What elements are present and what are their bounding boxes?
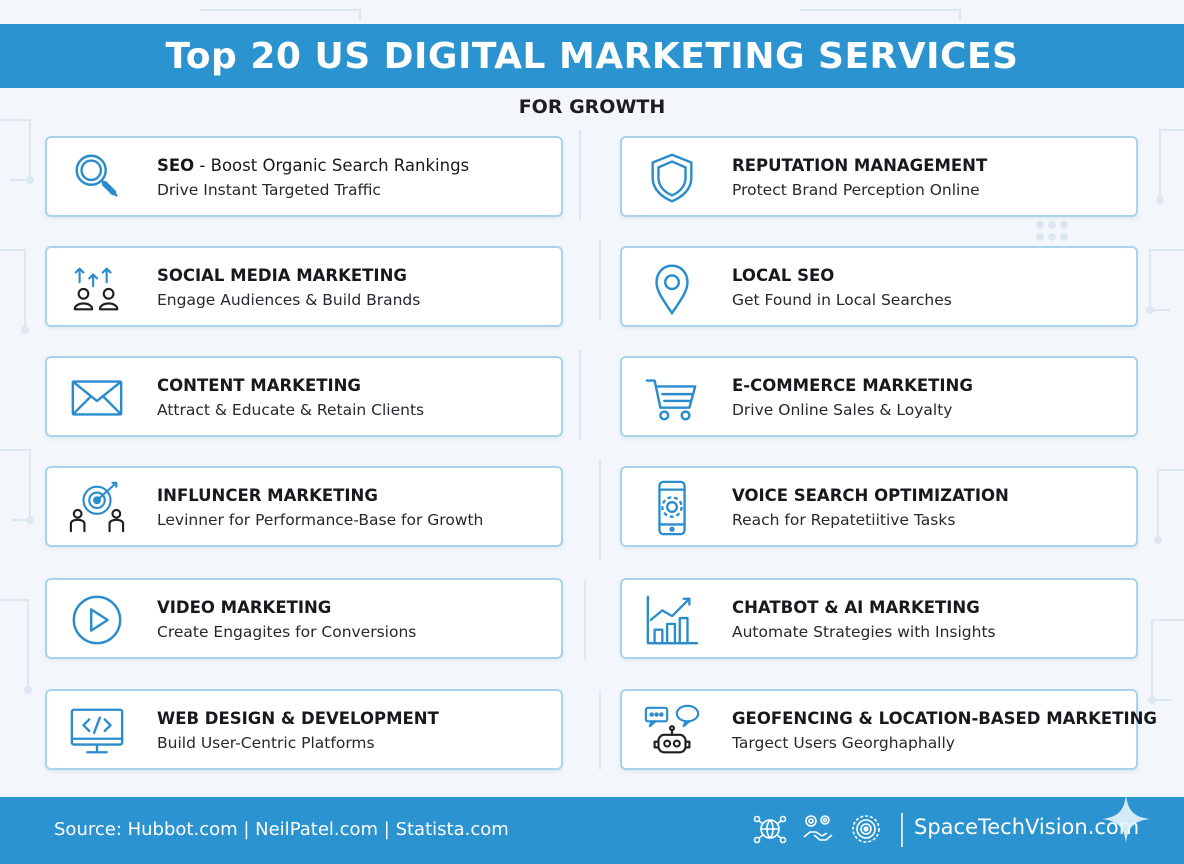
service-description: Engage Audiences & Build Brands (157, 291, 421, 309)
service-card-chatbot-ai-marketing: CHATBOT & AI MARKETING Automate Strategi… (620, 578, 1138, 659)
service-title: INFLUNCER MARKETING (157, 486, 378, 505)
service-title: SEO (157, 156, 195, 175)
service-card-web-design-development: WEB DESIGN & DEVELOPMENT Build User-Cent… (45, 689, 563, 770)
shield-icon (640, 148, 704, 208)
service-description: Create Engagites for Conversions (157, 623, 417, 641)
service-title: WEB DESIGN & DEVELOPMENT (157, 709, 439, 728)
envelope-icon (65, 368, 129, 428)
code-monitor-icon (65, 701, 129, 761)
magnifier-icon (65, 148, 129, 208)
service-description: Reach for Repatetiitive Tasks (732, 511, 956, 529)
growth-chart-icon (640, 590, 704, 650)
page-subtitle: FOR GROWTH (518, 96, 666, 118)
play-icon (65, 590, 129, 650)
service-title: E-COMMERCE MARKETING (732, 376, 973, 395)
service-description: Automate Strategies with Insights (732, 623, 996, 641)
service-description: Targect Users Georghaphally (732, 734, 955, 752)
service-card-social-media-marketing: SOCIAL MEDIA MARKETING Engage Audiences … (45, 246, 563, 327)
service-description: Get Found in Local Searches (732, 291, 952, 309)
sparkle-icon (1102, 795, 1150, 843)
service-card-influncer-marketing: INFLUNCER MARKETING Levinner for Perform… (45, 466, 563, 547)
page-title: Top 20 US DIGITAL MARKETING SERVICES (165, 35, 1019, 77)
title-banner: Top 20 US DIGITAL MARKETING SERVICES (0, 24, 1184, 88)
service-title: CONTENT MARKETING (157, 376, 361, 395)
brand-text: SpaceTechVision.com (914, 815, 1140, 839)
service-title: GEOFENCING & LOCATION-BASED MARKETING (732, 709, 1157, 728)
service-card-voice-search-optimization: VOICE SEARCH OPTIMIZATION Reach for Repa… (620, 466, 1138, 547)
footer-bar: Source: Hubbot.com | NeilPatel.com | Sta… (0, 795, 1184, 864)
service-card-reputation-management: REPUTATION MANAGEMENT Protect Brand Perc… (620, 136, 1138, 217)
location-pin-icon (640, 258, 704, 318)
service-card-local-seo: LOCAL SEO Get Found in Local Searches (620, 246, 1138, 327)
service-description: Build User-Centric Platforms (157, 734, 375, 752)
handshake-gears-icon (803, 815, 833, 841)
source-text: Source: Hubbot.com | NeilPatel.com | Sta… (54, 819, 509, 840)
shopping-cart-icon (640, 368, 704, 428)
service-card-geofencing-location-based-marketing: GEOFENCING & LOCATION-BASED MARKETING Ta… (620, 689, 1157, 770)
service-description: Attract & Educate & Retain Clients (157, 401, 425, 419)
people-arrows-icon (65, 258, 129, 318)
service-inline-description: - Boost Organic Search Rankings (194, 156, 470, 175)
service-description: Drive Online Sales & Loyalty (732, 401, 953, 419)
globe-network-icon (753, 815, 787, 844)
service-description: Protect Brand Perception Online (732, 181, 980, 199)
service-title: VOICE SEARCH OPTIMIZATION (732, 486, 1009, 505)
service-title: VIDEO MARKETING (157, 598, 332, 617)
target-gear-icon (852, 815, 880, 843)
chatbot-icon (640, 701, 704, 761)
service-description: Drive Instant Targeted Traffic (157, 181, 381, 199)
service-card-e-commerce-marketing: E-COMMERCE MARKETING Drive Online Sales … (620, 356, 1138, 437)
service-description: Levinner for Performance-Base for Growth (157, 511, 484, 529)
service-title: REPUTATION MANAGEMENT (732, 156, 988, 175)
service-card-video-marketing: VIDEO MARKETING Create Engagites for Con… (45, 578, 563, 659)
service-title: LOCAL SEO (732, 266, 835, 285)
target-people-icon (65, 478, 129, 538)
service-title: CHATBOT & AI MARKETING (732, 598, 980, 617)
footer-divider (901, 813, 903, 847)
service-card-seo: SEO - Boost Organic Search Rankings Driv… (45, 136, 563, 217)
service-card-content-marketing: CONTENT MARKETING Attract & Educate & Re… (45, 356, 563, 437)
phone-gear-icon (640, 478, 704, 538)
service-title: SOCIAL MEDIA MARKETING (157, 266, 407, 285)
